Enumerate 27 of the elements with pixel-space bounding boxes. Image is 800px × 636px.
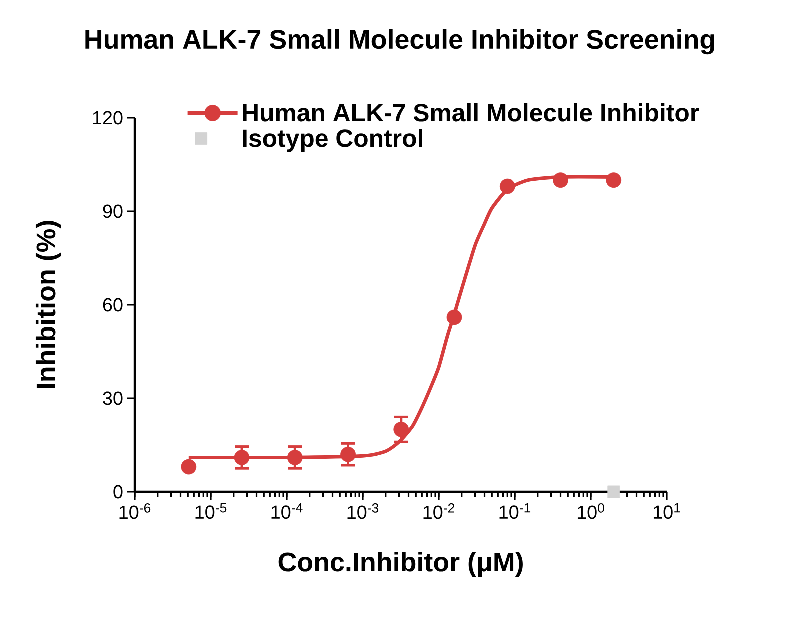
x-tick-label: 10$^{1}$ [654, 504, 680, 520]
point [340, 446, 356, 462]
y-axis-title: Inhibition (%) [36, 221, 62, 388]
y-tick-label: 90 [103, 204, 123, 218]
point [181, 459, 197, 475]
x-tick-label: 10$^{0}$ [578, 504, 604, 520]
x-tick-label: 10$^{-5}$ [196, 504, 227, 520]
point [287, 450, 303, 466]
point [394, 422, 410, 438]
y-tick-label: 120 [93, 111, 123, 125]
point [500, 178, 516, 194]
y-tick-label: 30 [103, 392, 123, 406]
chart-title: Human ALK-7 Small Molecule Inhibitor Screening [86, 29, 714, 55]
x-axis-title: Conc.Inhibitor (μM) [278, 552, 523, 578]
y-tick-label: 60 [103, 298, 123, 312]
y-tick-label: 0 [114, 485, 123, 499]
point [234, 450, 250, 466]
point [446, 310, 462, 326]
x-tick-label: 10$^{-1}$ [500, 504, 531, 520]
x-tick-label: 10$^{-2}$ [424, 504, 455, 520]
legend-label: Isotype Control [243, 128, 422, 152]
point [553, 172, 568, 188]
x-tick-label: 10$^{-4}$ [272, 504, 303, 520]
point [606, 172, 622, 188]
x-tick-label: 10$^{-3}$ [348, 504, 379, 520]
legend-label: Human ALK-7 Small Molecule Inhibitor [243, 103, 700, 122]
x-tick-label: 10$^{-6}$ [120, 504, 151, 520]
